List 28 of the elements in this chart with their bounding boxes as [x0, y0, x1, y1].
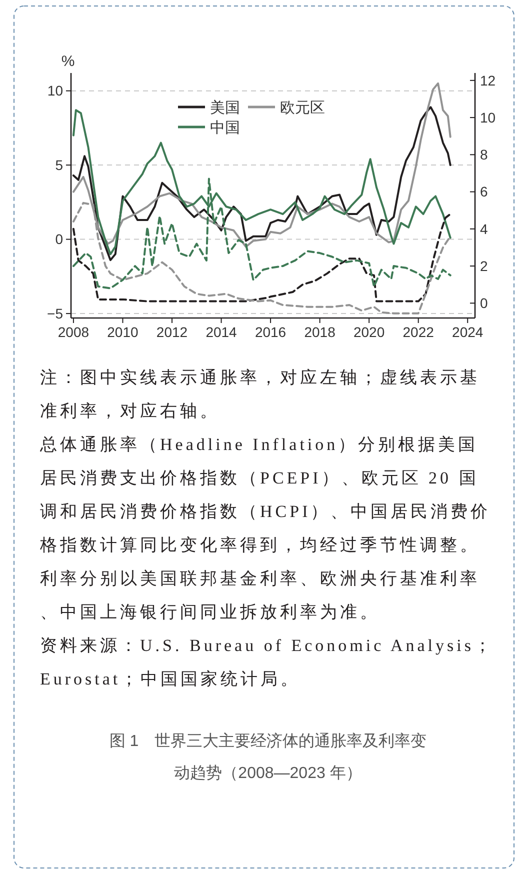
text: 注：图中实线表示通胀率，对应左轴；虚线表示基准利率，对应右轴。 [40, 368, 480, 420]
x-tick-label: 2024 [452, 324, 484, 340]
text: 图 1 世界三大主要经济体的通胀率及利率变动趋势（2008—2023 年） [109, 732, 427, 782]
y-tick-label: 0 [55, 231, 64, 248]
y2-tick-label: 4 [480, 220, 488, 237]
y2-tick-label: 8 [480, 146, 488, 163]
y-axis-title: % [61, 53, 75, 70]
y2-tick-label: 12 [480, 72, 496, 88]
legend-label: 中国 [210, 119, 240, 136]
text: 总体通胀率（Headline Inflation）分别根据美国居民消费支出价格指数（PCEPI）、欧元区 20 国调和居民消费价格指数（HCPI）、中国居民消费价格指数计算同比变化率得到，均经过季节性调整。利率分别以美国联邦基金利率、欧洲央行基准利率、中国上海银行间同业拆放利率为准。 [39, 435, 491, 622]
x-tick-label: 2022 [402, 324, 434, 340]
y-tick-label: −5 [47, 305, 64, 322]
y2-tick-label: 10 [480, 109, 496, 126]
legend-label: 美国 [210, 99, 240, 116]
x-tick-label: 2010 [107, 324, 139, 340]
text: 资料来源：U.S. Bureau of Economic Analysis；Eurostat；中国国家统计局。 [40, 636, 494, 688]
x-tick-label: 2018 [304, 324, 336, 340]
x-tick-label: 2008 [58, 324, 90, 340]
y2-tick-label: 2 [480, 258, 488, 274]
x-tick-label: 2014 [206, 324, 238, 340]
x-tick-label: 2020 [353, 324, 385, 340]
y-tick-label: 10 [47, 82, 64, 99]
x-tick-label: 2012 [156, 324, 188, 340]
y2-tick-label: 0 [480, 295, 488, 312]
x-tick-label: 2016 [254, 324, 286, 340]
y2-tick-label: 6 [480, 184, 488, 200]
y-tick-label: 5 [55, 156, 64, 173]
legend-label: 欧元区 [280, 99, 325, 116]
